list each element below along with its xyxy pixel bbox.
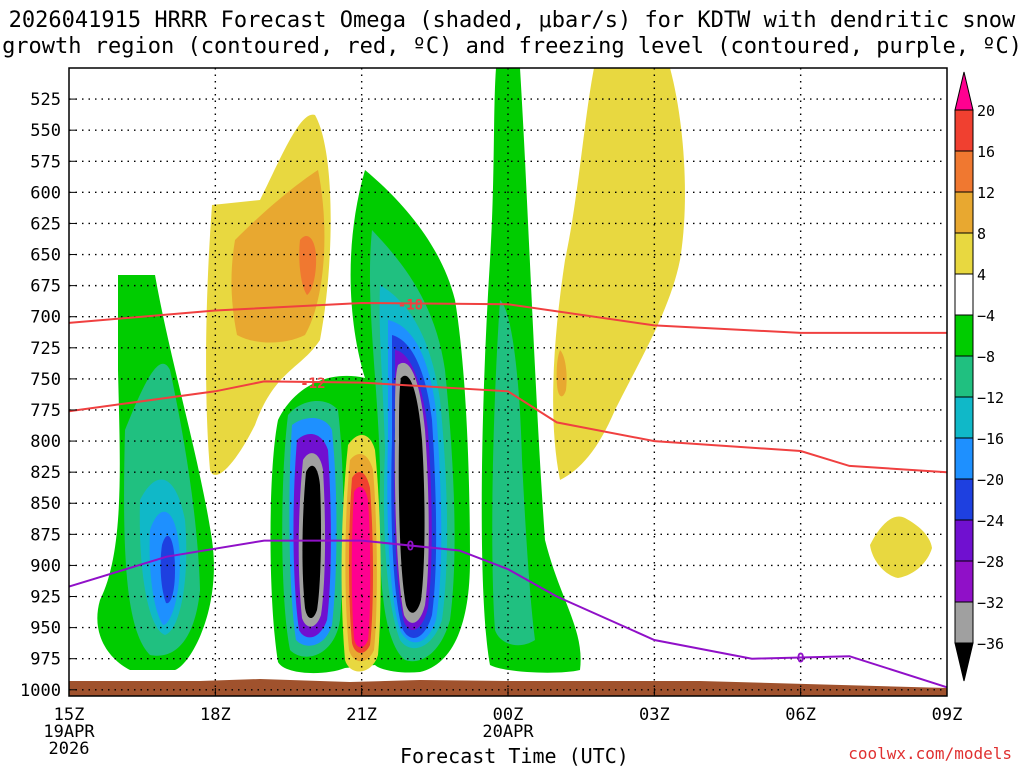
x-tick-label: 15Z	[54, 705, 85, 725]
omega-region-gold-upper-left	[231, 170, 325, 343]
colorbar-swatch	[954, 150, 974, 193]
colorbar-level-label: −8	[977, 348, 995, 366]
omega-region-right-blob	[870, 516, 932, 578]
y-tick-label: 675	[30, 277, 61, 297]
freezing-level-line	[68, 539, 948, 689]
colorbar: 20 16 12 8 4 −4 −8 −12 −16 −20 −24 −28 −32 −36	[954, 71, 1004, 682]
colorbar-swatch	[954, 191, 974, 234]
colorbar-level-label: −28	[977, 553, 1004, 571]
colorbar-level-label: −4	[977, 307, 995, 325]
colorbar-level-label: −16	[977, 430, 1004, 448]
colorbar-swatch	[954, 396, 974, 439]
chart-title-line-2: growth region (contoured, red, ºC) and f…	[2, 34, 1022, 59]
omega-region-left-blue	[160, 535, 175, 604]
colorbar-swatch	[954, 478, 974, 521]
dgz-contour-label: -18	[398, 297, 423, 313]
dgz-contour-line	[68, 301, 947, 334]
chart-title-line-1: 2026041915 HRRR Forecast Omega (shaded, …	[8, 8, 1016, 33]
colorbar-swatch	[954, 232, 974, 275]
y-tick-label: 625	[30, 214, 61, 234]
omega-region-lower-black	[302, 465, 321, 619]
colorbar-top-arrow	[954, 71, 974, 111]
colorbar-swatch	[954, 601, 974, 644]
grid	[69, 68, 947, 696]
y-tick-label: 600	[30, 183, 61, 203]
source-credit: coolwx.com/models	[848, 744, 1012, 763]
y-tick-label: 750	[30, 370, 61, 390]
omega-region-right-yellow	[553, 68, 685, 480]
omega-region-streak-teal	[492, 300, 535, 646]
y-tick-label: 950	[30, 619, 61, 639]
x-tick-label: 18Z	[200, 705, 231, 725]
x-tick-date: 20APR	[482, 722, 534, 742]
colorbar-level-label: 8	[977, 225, 986, 243]
colorbar-swatch	[954, 109, 974, 152]
temperature-contours: -18 -12 0 0	[68, 297, 948, 689]
x-axis-title: Forecast Time (UTC)	[400, 744, 629, 768]
y-tick-label: 850	[30, 494, 61, 514]
omega-region-right-gold	[556, 350, 567, 397]
y-tick-label: 925	[30, 588, 61, 608]
y-tick-label: 900	[30, 556, 61, 576]
colorbar-level-label: −20	[977, 471, 1004, 489]
x-tick-label: 03Z	[639, 705, 670, 725]
y-tick-label: 525	[30, 90, 61, 110]
colorbar-level-label: −32	[977, 594, 1004, 612]
x-tick-year: 2026	[49, 739, 90, 759]
y-tick-label: 575	[30, 152, 61, 172]
terrain-strip	[69, 679, 947, 696]
colorbar-swatch	[954, 314, 974, 357]
x-tick-label: 06Z	[785, 705, 816, 725]
omega-region-pink-core	[351, 486, 371, 648]
x-tick-label: 09Z	[932, 705, 963, 725]
colorbar-bottom-arrow	[954, 642, 974, 682]
x-tick-label: 21Z	[346, 705, 377, 725]
y-tick-label: 775	[30, 401, 61, 421]
y-tick-label: 725	[30, 339, 61, 359]
y-tick-label: 800	[30, 432, 61, 452]
colorbar-level-label: 4	[977, 266, 986, 284]
freezing-level-label: 0	[797, 651, 805, 666]
x-tick-date: 19APR	[43, 722, 95, 742]
colorbar-swatch	[954, 519, 974, 562]
y-tick-label: 550	[30, 121, 61, 141]
omega-region-center-black	[398, 375, 425, 613]
x-tick-label: 00Z	[493, 705, 524, 725]
colorbar-level-label: 12	[977, 184, 995, 202]
y-tick-label: 1000	[20, 681, 61, 701]
colorbar-level-label: −24	[977, 512, 1004, 530]
colorbar-level-label: −36	[977, 635, 1004, 653]
dgz-contour-label: -12	[300, 376, 325, 392]
y-tick-label: 825	[30, 463, 61, 483]
y-tick-label: 975	[30, 650, 61, 670]
freezing-level-label: 0	[407, 540, 415, 555]
omega-shading	[69, 68, 947, 696]
colorbar-swatch	[954, 273, 974, 316]
colorbar-swatch	[954, 560, 974, 603]
colorbar-level-label: −12	[977, 389, 1004, 407]
plot-frame	[68, 67, 948, 697]
colorbar-swatch	[954, 355, 974, 398]
colorbar-level-label: 16	[977, 143, 995, 161]
y-tick-label: 875	[30, 525, 61, 545]
y-tick-label: 650	[30, 246, 61, 266]
y-axis: 525 550 575 600 625 650 675 700 725 750 775 800 825 8…	[20, 90, 77, 701]
colorbar-level-label: 20	[977, 102, 995, 120]
colorbar-swatch	[954, 437, 974, 480]
y-tick-label: 700	[30, 308, 61, 328]
omega-region-orange-upper-left	[299, 235, 317, 295]
dgz-contour-line	[68, 380, 948, 474]
